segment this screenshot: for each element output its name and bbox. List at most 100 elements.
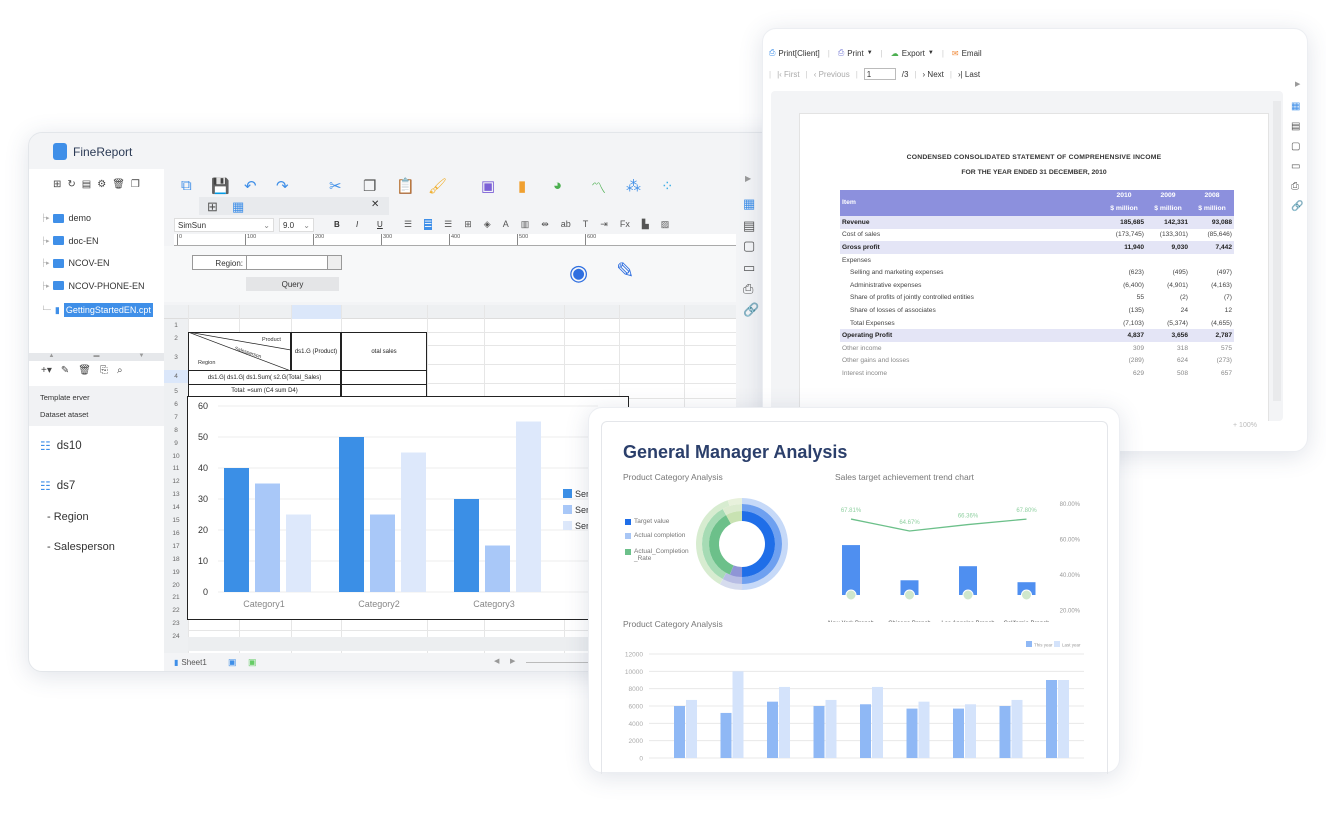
map-icon[interactable]: ⁘ — [661, 178, 674, 195]
widget-icon[interactable]: ▤ — [743, 218, 756, 233]
panel-divider[interactable]: ▲ ▬ ▼ — [29, 353, 164, 361]
email-button[interactable]: ✉ Email — [951, 48, 982, 58]
preview-icon[interactable]: ⎘ — [99, 365, 108, 376]
vertical-scrollbar[interactable] — [1273, 101, 1281, 401]
previous-page-button[interactable]: ‹ Previous — [813, 69, 850, 79]
frame-icon[interactable]: ▢ — [743, 238, 756, 253]
region-input[interactable] — [247, 256, 327, 269]
legend-label: Target value — [634, 518, 670, 525]
line-chart-icon[interactable]: 〽 — [591, 180, 607, 197]
pie-chart-icon[interactable]: ◕ — [553, 177, 563, 194]
delete-icon[interactable]: 🗑 — [78, 365, 91, 376]
undo-icon[interactable]: ↶ — [244, 178, 257, 195]
merge-icon[interactable]: ▥ — [520, 219, 530, 229]
formula-icon[interactable]: Fx — [619, 219, 630, 229]
frame-icon[interactable]: ▢ — [1291, 141, 1301, 152]
edit-icon[interactable]: ✎ — [60, 365, 70, 376]
search-dataset-icon[interactable]: ⌕ — [116, 365, 123, 376]
designer-bar-chart[interactable]: 0 10 20 30 40 50 60 Category1 Category2 Category3… — [187, 396, 629, 620]
expand-arrow-icon[interactable]: ▶ — [745, 174, 752, 183]
hide-eye-icon[interactable]: ◉ — [569, 260, 589, 285]
widget-icon[interactable]: ▣ — [481, 178, 496, 195]
tree-item-demo[interactable]: ├▸ demo — [41, 213, 91, 223]
underline-button[interactable]: U — [377, 220, 383, 229]
dropdown-icon[interactable] — [327, 256, 341, 269]
form-icon[interactable]: ▦ — [232, 199, 245, 214]
add-sheet-icon[interactable]: ▣ — [228, 657, 237, 667]
dropdown-widget-icon[interactable]: ▭ — [743, 260, 756, 275]
print-button[interactable]: ⎙ Print ▼ — [837, 48, 873, 58]
wrap-icon[interactable]: ab — [560, 219, 571, 229]
align-right-icon[interactable]: ☰ — [444, 219, 453, 229]
tree-item-ncov-en[interactable]: ├▸ NCOV-EN — [41, 258, 110, 268]
font-select[interactable]: SimSun ⌄ — [174, 218, 274, 232]
format-painter-icon[interactable]: 🖌 — [428, 178, 448, 195]
open-icon[interactable]: ▤ — [81, 179, 92, 190]
font-size-select[interactable]: 9.0 ⌄ — [279, 218, 314, 232]
link-icon[interactable]: 🔗 — [743, 302, 760, 317]
export-button[interactable]: ☁ Export ▼ — [890, 48, 934, 58]
delete-icon[interactable]: 🗑 — [112, 179, 125, 190]
print-icon[interactable]: ⎙ — [743, 281, 754, 296]
template-server-tab[interactable]: Template erver — [40, 393, 90, 402]
scroll-left-icon[interactable]: ◀ — [494, 658, 500, 665]
add-icon[interactable]: +▾ — [41, 365, 52, 376]
cell-attr-icon[interactable]: ▦ — [743, 196, 756, 211]
dataset-ds7[interactable]: ☷ ds7 — [40, 479, 75, 493]
dataset-field[interactable]: - Region — [47, 511, 89, 523]
zoom-slider[interactable] — [526, 662, 646, 663]
dataset-ds10[interactable]: ☷ ds10 — [40, 439, 82, 453]
dropdown-widget-icon[interactable]: ▭ — [1291, 161, 1301, 172]
add-form-sheet-icon[interactable]: ▣ — [248, 657, 257, 667]
last-page-button[interactable]: ›| Last — [957, 69, 981, 79]
paste-icon[interactable]: 📋 — [396, 178, 415, 195]
bar-category2-s3 — [401, 452, 426, 592]
save-icon[interactable]: 💾 — [211, 178, 230, 195]
fill-color-icon[interactable]: ◈ — [483, 219, 491, 229]
tree-item-doc-en[interactable]: ├▸ doc-EN — [41, 236, 99, 246]
tree-item-gettingstarteden-cpt[interactable]: └─ ▮ GettingStartedEN.cpt — [41, 303, 153, 317]
page-input[interactable]: 1 — [863, 68, 896, 80]
copy-icon[interactable]: ❐ — [363, 178, 377, 195]
indent-icon[interactable]: ⇥ — [600, 219, 608, 229]
link-icon[interactable]: 🔗 — [1291, 201, 1304, 212]
print-icon[interactable]: ⎙ — [1291, 181, 1299, 192]
scroll-right-icon[interactable]: ▶ — [510, 658, 516, 665]
insert-row-icon[interactable]: ⇹ — [541, 219, 549, 229]
close-icon[interactable]: ✕ — [371, 199, 380, 210]
first-page-button[interactable]: |‹ First — [777, 69, 800, 79]
border-icon[interactable]: ⊞ — [464, 219, 472, 229]
row-value: (133,301) — [1159, 231, 1188, 239]
y2-tick-label: 20.00% — [1060, 609, 1081, 615]
align-center-icon[interactable]: ☰ — [424, 219, 433, 230]
bold-button[interactable]: B — [334, 220, 340, 229]
bar-this-year — [813, 706, 825, 758]
font-color-icon[interactable]: A — [502, 219, 509, 229]
expand-arrow-icon[interactable]: ▶ — [1295, 81, 1301, 88]
scatter-icon[interactable]: ⁂ — [626, 178, 641, 195]
pencil-icon[interactable]: ✎ — [616, 258, 635, 283]
preview-icon[interactable]: ⧉ — [181, 177, 192, 194]
italic-button[interactable]: I — [356, 220, 359, 229]
cut-icon[interactable]: ✂ — [329, 178, 342, 195]
dataset-tab[interactable]: Dataset ataset — [40, 410, 89, 419]
print-client-button[interactable]: ⎙ Print[Client] — [769, 48, 820, 58]
cell-attr-icon[interactable]: ▦ — [1291, 101, 1301, 112]
grid-icon[interactable]: ⊞ — [207, 199, 218, 214]
image-icon[interactable]: ▨ — [660, 219, 670, 229]
tree-item-ncov-phone-en[interactable]: ├▸ NCOV-PHONE-EN — [41, 281, 145, 291]
bar-chart-icon[interactable]: ▮ — [518, 178, 527, 195]
copy-icon[interactable]: ❐ — [130, 179, 140, 190]
refresh-icon[interactable]: ↻ — [67, 179, 76, 190]
widget-icon[interactable]: ▤ — [1291, 121, 1301, 132]
dataset-field[interactable]: - Salesperson — [47, 541, 115, 553]
next-page-button[interactable]: › Next — [922, 69, 944, 79]
redo-icon[interactable]: ↷ — [276, 178, 289, 195]
align-left-icon[interactable]: ☰ — [404, 219, 413, 229]
sheet-tab[interactable]: ▮ Sheet1 — [174, 658, 207, 667]
chart-cell-icon[interactable]: ▙ — [641, 219, 649, 229]
settings-icon[interactable]: ⚙ — [97, 179, 107, 190]
text-icon[interactable]: T — [582, 219, 589, 229]
query-button[interactable]: Query — [246, 277, 339, 291]
new-folder-icon[interactable]: ⊞ — [53, 179, 62, 190]
